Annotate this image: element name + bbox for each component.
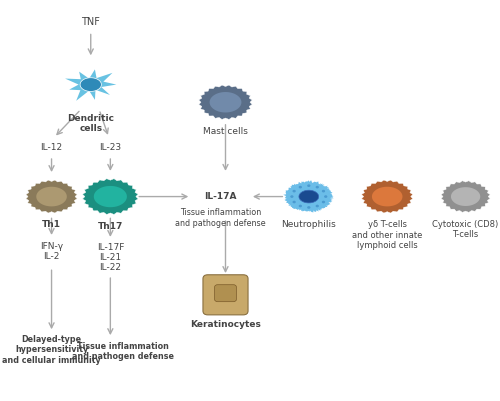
Polygon shape bbox=[65, 69, 116, 101]
FancyArrowPatch shape bbox=[223, 125, 228, 170]
Text: Tissue inflammation
and pathogen defense: Tissue inflammation and pathogen defense bbox=[176, 209, 266, 228]
Circle shape bbox=[324, 195, 328, 198]
Circle shape bbox=[292, 190, 296, 192]
FancyArrowPatch shape bbox=[108, 278, 113, 334]
Text: IFN-γ
IL-2: IFN-γ IL-2 bbox=[40, 242, 63, 261]
Text: Dendritic
cells: Dendritic cells bbox=[67, 114, 114, 134]
Polygon shape bbox=[26, 180, 77, 213]
Polygon shape bbox=[82, 179, 138, 215]
FancyArrowPatch shape bbox=[108, 218, 113, 235]
Polygon shape bbox=[199, 85, 252, 119]
Polygon shape bbox=[80, 78, 102, 91]
Text: Delayed-type
hypersensitivity
and cellular immunity: Delayed-type hypersensitivity and cellul… bbox=[2, 335, 101, 365]
Polygon shape bbox=[451, 187, 480, 206]
Circle shape bbox=[316, 186, 319, 188]
Text: IL-17F
IL-21
IL-22: IL-17F IL-21 IL-22 bbox=[96, 243, 124, 272]
Polygon shape bbox=[94, 186, 127, 207]
FancyBboxPatch shape bbox=[214, 285, 236, 302]
Circle shape bbox=[298, 186, 302, 188]
Text: yδ T-cells
and other innate
lymphoid cells: yδ T-cells and other innate lymphoid cel… bbox=[352, 220, 422, 250]
Polygon shape bbox=[299, 190, 318, 203]
FancyArrowPatch shape bbox=[100, 112, 108, 134]
Polygon shape bbox=[362, 180, 413, 213]
Circle shape bbox=[307, 206, 310, 209]
Text: IL-23: IL-23 bbox=[100, 143, 122, 152]
FancyArrowPatch shape bbox=[254, 194, 282, 199]
Circle shape bbox=[322, 200, 325, 203]
Circle shape bbox=[307, 184, 310, 187]
Polygon shape bbox=[210, 92, 242, 113]
Text: IL-12: IL-12 bbox=[40, 143, 62, 152]
Polygon shape bbox=[284, 180, 334, 213]
FancyArrowPatch shape bbox=[49, 159, 54, 171]
Text: Mast cells: Mast cells bbox=[203, 127, 248, 136]
FancyArrowPatch shape bbox=[49, 270, 54, 328]
Polygon shape bbox=[372, 187, 402, 207]
Polygon shape bbox=[36, 187, 67, 207]
Circle shape bbox=[292, 200, 296, 203]
Polygon shape bbox=[441, 181, 490, 213]
FancyBboxPatch shape bbox=[203, 275, 248, 315]
FancyArrowPatch shape bbox=[57, 111, 79, 134]
FancyArrowPatch shape bbox=[49, 218, 54, 233]
FancyArrowPatch shape bbox=[108, 159, 113, 170]
Text: Tissue inflammation
and pathogen defense: Tissue inflammation and pathogen defense bbox=[72, 342, 174, 361]
Text: Th17: Th17 bbox=[98, 222, 123, 231]
Text: Neutrophilis: Neutrophilis bbox=[282, 220, 336, 229]
Text: TNF: TNF bbox=[82, 17, 100, 27]
Text: Keratinocytes: Keratinocytes bbox=[190, 320, 261, 328]
Circle shape bbox=[322, 190, 325, 192]
FancyArrowPatch shape bbox=[88, 34, 93, 54]
Circle shape bbox=[298, 205, 302, 207]
Text: Cytotoxic (CD8)
T-cells: Cytotoxic (CD8) T-cells bbox=[432, 220, 498, 239]
FancyArrowPatch shape bbox=[139, 194, 187, 199]
Text: Th1: Th1 bbox=[42, 220, 61, 229]
FancyArrowPatch shape bbox=[223, 221, 228, 271]
Circle shape bbox=[316, 205, 319, 207]
Text: IL-17A: IL-17A bbox=[204, 192, 237, 201]
Circle shape bbox=[290, 195, 294, 198]
